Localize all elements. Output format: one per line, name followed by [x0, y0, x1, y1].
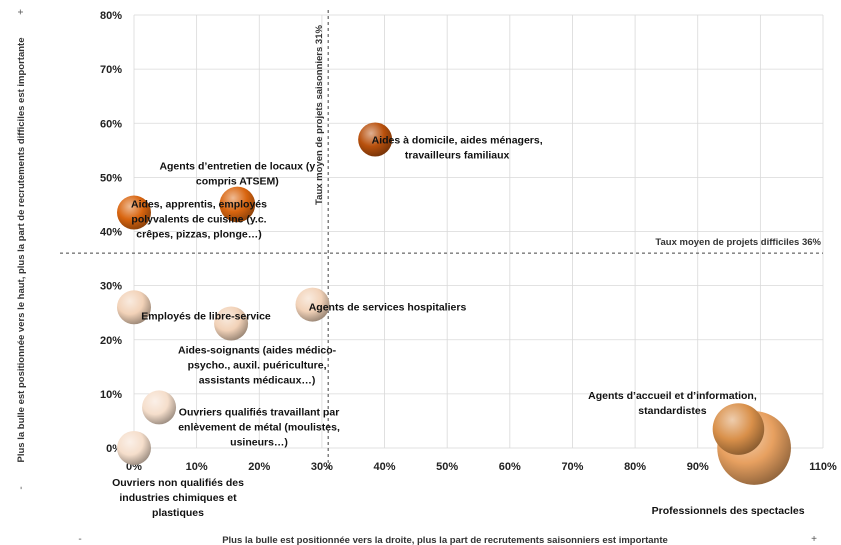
bubble-label: Ouvriers qualifiés travaillant par enlève… — [178, 406, 340, 448]
x-tick-label: 10% — [186, 461, 208, 473]
x-tick-label: 110% — [809, 461, 837, 473]
bubble-label: Ouvriers non qualifiés des industries chi… — [112, 477, 244, 519]
y-tick-label: 30% — [100, 281, 122, 293]
x-tick-label: 70% — [561, 461, 583, 473]
bubble — [219, 186, 256, 223]
bubble-label: Employés de libre-service — [141, 310, 271, 322]
x-tick-label: 30% — [311, 461, 333, 473]
x-tick-label: 80% — [624, 461, 646, 473]
bubble-label: Professionnels des spectacles — [652, 505, 805, 517]
y-tick-label: 70% — [100, 64, 122, 76]
bubble — [117, 195, 151, 230]
bubble-label: Agents d’entretien de locaux (y compris A… — [159, 160, 315, 187]
bubble — [117, 290, 151, 325]
bubbles — [117, 122, 791, 485]
y-axis-minus-sign: - — [16, 486, 27, 489]
bubble-label: Agents de services hospitaliers — [309, 302, 467, 314]
bubble-label: Aides-soignants (aides médico-psycho., a… — [178, 345, 337, 387]
x-axis-title: Plus la bulle est positionnée vers la dr… — [222, 535, 668, 545]
y-tick-label: 40% — [100, 227, 122, 239]
y-tick-label: 20% — [100, 335, 122, 347]
grid — [133, 14, 824, 449]
bubble-labels: Aides à domicile, aides ménagers, travail… — [112, 134, 805, 519]
y-tick-label: 80% — [100, 10, 122, 22]
bubble — [142, 390, 177, 425]
avg-difficult-label: Taux moyen de projets difficiles 36% — [655, 237, 821, 248]
bubble-label: Agents d’accueil et d’information, standa… — [588, 390, 757, 417]
y-tick-label: 10% — [100, 389, 122, 401]
bubble — [295, 287, 330, 322]
x-axis-minus-sign: - — [78, 534, 81, 545]
bubble-label: Aides, apprentis, employés polyvalents de… — [131, 199, 267, 241]
x-tick-label: 40% — [374, 461, 396, 473]
bubble-label: Aides à domicile, aides ménagers, travail… — [372, 134, 543, 161]
bubble — [712, 403, 765, 455]
x-axis-plus-sign: + — [811, 534, 817, 545]
x-tick-label: 60% — [499, 461, 521, 473]
x-tick-label: 50% — [436, 461, 458, 473]
x-tick-label: 90% — [687, 461, 709, 473]
y-tick-label: 50% — [100, 172, 122, 184]
y-axis-plus-sign: + — [16, 9, 27, 15]
bubble — [117, 431, 151, 465]
bubble — [214, 306, 249, 341]
reference-lines: Taux moyen de projets saisonniers 31% Tau… — [60, 10, 823, 470]
y-tick-label: 60% — [100, 118, 122, 130]
x-tick-label: 20% — [248, 461, 270, 473]
avg-seasonal-label: Taux moyen de projets saisonniers 31% — [314, 25, 325, 205]
y-axis-title: Plus la bulle est positionnée vers le ha… — [16, 38, 27, 463]
bubble — [358, 122, 393, 157]
